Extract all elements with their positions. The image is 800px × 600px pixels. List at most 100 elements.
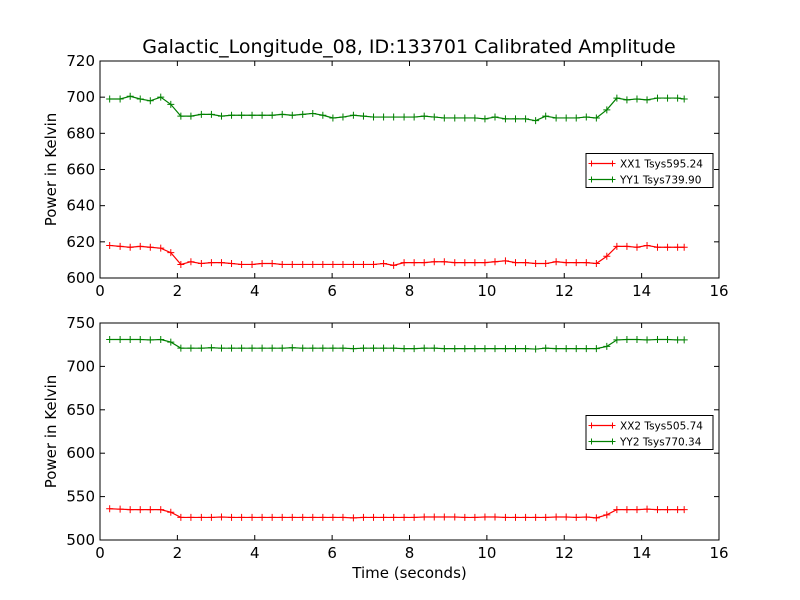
x-tick-label: 16 <box>709 544 728 562</box>
data-point <box>278 344 286 352</box>
data-point <box>146 336 154 344</box>
data-point <box>603 106 611 114</box>
data-point <box>238 111 246 119</box>
data-point <box>258 513 266 521</box>
y-tick-label: 750 <box>66 314 95 332</box>
data-point <box>187 513 195 521</box>
data-point <box>623 96 631 104</box>
data-point <box>653 94 661 102</box>
data-point <box>680 336 688 344</box>
data-point <box>461 513 469 521</box>
data-point <box>512 115 520 123</box>
data-point <box>451 259 459 267</box>
data-point <box>532 513 540 521</box>
data-point <box>339 344 347 352</box>
data-point <box>522 259 530 267</box>
data-point <box>248 513 256 521</box>
data-point <box>136 95 144 103</box>
data-point <box>359 513 367 521</box>
data-point <box>562 114 570 122</box>
data-point <box>268 111 276 119</box>
data-point <box>562 259 570 267</box>
data-point <box>380 260 388 268</box>
data-point <box>451 345 459 353</box>
legend-box <box>585 153 714 188</box>
data-point <box>390 513 398 521</box>
data-point <box>278 260 286 268</box>
data-point <box>207 259 215 267</box>
data-point <box>491 345 499 353</box>
data-point <box>349 345 357 353</box>
data-point <box>146 97 154 105</box>
data-point <box>309 109 317 117</box>
data-point <box>268 260 276 268</box>
data-point <box>680 506 688 514</box>
legend-label: YY1 Tsys739.90 <box>619 175 701 187</box>
data-point <box>664 506 672 514</box>
data-point <box>217 259 225 267</box>
subplot-1: 0 2 4 6 8 10 12 14 16 600 620 640 660 680 700 720 Power … <box>42 52 729 300</box>
data-point <box>309 513 317 521</box>
data-point <box>542 513 550 521</box>
data-point <box>217 344 225 352</box>
data-point <box>481 513 489 521</box>
data-point <box>217 112 225 120</box>
data-point <box>329 260 337 268</box>
data-point <box>501 513 509 521</box>
data-point <box>461 114 469 122</box>
data-point <box>420 344 428 352</box>
data-point <box>370 260 378 268</box>
data-point <box>126 506 134 514</box>
legend-label: YY2 Tsys770.34 <box>619 437 702 449</box>
data-point <box>207 513 215 521</box>
data-point <box>440 114 448 122</box>
data-point <box>674 94 682 102</box>
data-point <box>349 111 357 119</box>
data-point <box>400 513 408 521</box>
data-point <box>146 506 154 514</box>
x-tick-label: 2 <box>173 282 183 300</box>
y-tick-label: 600 <box>66 269 95 287</box>
data-point <box>278 110 286 118</box>
data-point <box>177 260 185 268</box>
data-point <box>116 505 124 513</box>
series-2 <box>106 335 688 353</box>
data-point <box>309 344 317 352</box>
data-point <box>633 95 641 103</box>
data-point <box>197 513 205 521</box>
data-point <box>653 335 661 343</box>
data-point <box>228 111 236 119</box>
data-point <box>582 345 590 353</box>
data-point <box>451 114 459 122</box>
data-point <box>603 252 611 260</box>
data-point <box>248 111 256 119</box>
data-point <box>370 513 378 521</box>
x-axis-label: Time (seconds) <box>351 564 467 582</box>
data-point <box>197 344 205 352</box>
data-point <box>430 344 438 352</box>
x-tick-label: 0 <box>95 544 105 562</box>
data-point <box>532 260 540 268</box>
data-point <box>349 260 357 268</box>
data-point <box>268 344 276 352</box>
data-point <box>400 345 408 353</box>
data-point <box>126 335 134 343</box>
data-point <box>451 513 459 521</box>
y-tick-label: 660 <box>66 161 95 179</box>
data-point <box>613 336 621 344</box>
data-point <box>157 244 165 252</box>
data-point <box>613 94 621 102</box>
data-point <box>207 110 215 118</box>
data-point <box>491 258 499 266</box>
data-point <box>481 345 489 353</box>
data-point <box>613 242 621 250</box>
data-point <box>430 258 438 266</box>
data-point <box>680 95 688 103</box>
data-point <box>420 513 428 521</box>
data-point <box>116 335 124 343</box>
data-point <box>562 513 570 521</box>
data-point <box>258 111 266 119</box>
data-point <box>187 112 195 120</box>
data-point <box>248 344 256 352</box>
